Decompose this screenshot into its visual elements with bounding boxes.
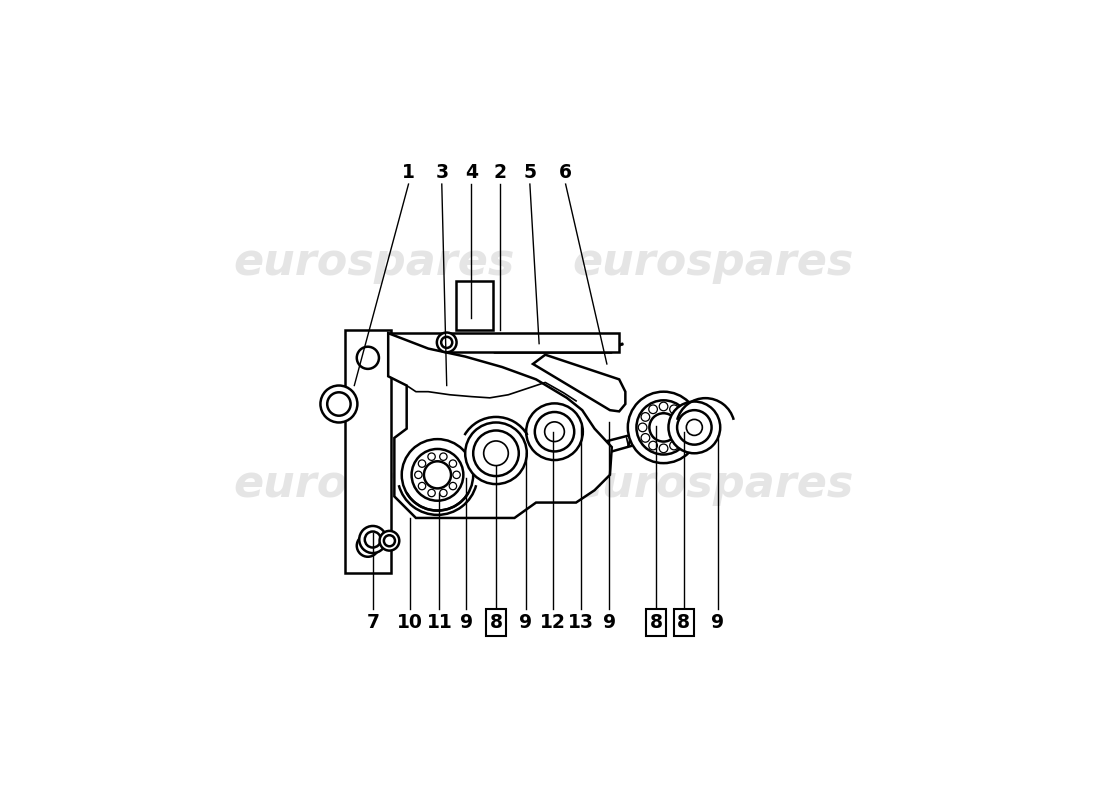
Text: 11: 11	[427, 613, 452, 632]
Circle shape	[441, 337, 452, 348]
Text: 9: 9	[460, 613, 473, 632]
Circle shape	[428, 490, 436, 497]
Circle shape	[428, 453, 436, 460]
Circle shape	[440, 490, 447, 497]
Text: 8: 8	[678, 613, 691, 632]
Circle shape	[628, 392, 700, 463]
Circle shape	[384, 535, 395, 546]
Text: 1: 1	[403, 163, 415, 182]
Text: 8: 8	[650, 613, 662, 632]
Text: eurospares: eurospares	[233, 462, 515, 506]
Circle shape	[638, 423, 647, 432]
Circle shape	[356, 534, 378, 557]
Circle shape	[526, 403, 583, 460]
Circle shape	[641, 413, 650, 422]
Circle shape	[649, 442, 658, 450]
Text: eurospares: eurospares	[233, 241, 515, 284]
Circle shape	[365, 531, 381, 547]
Text: eurospares: eurospares	[572, 241, 854, 284]
Text: 13: 13	[568, 613, 594, 632]
Circle shape	[449, 482, 456, 490]
Text: 12: 12	[540, 613, 565, 632]
Polygon shape	[345, 330, 392, 574]
Circle shape	[418, 460, 426, 467]
Text: eurospares: eurospares	[572, 462, 854, 506]
Circle shape	[440, 453, 447, 460]
Polygon shape	[388, 333, 619, 352]
Text: 7: 7	[366, 613, 379, 632]
Polygon shape	[388, 333, 612, 518]
Text: 5: 5	[524, 163, 537, 182]
Circle shape	[670, 405, 679, 414]
Text: 8: 8	[490, 613, 503, 632]
Circle shape	[437, 333, 456, 352]
Circle shape	[453, 471, 460, 478]
Circle shape	[411, 449, 463, 501]
Circle shape	[418, 482, 426, 490]
Circle shape	[402, 439, 473, 510]
Circle shape	[669, 402, 720, 454]
Circle shape	[327, 392, 351, 416]
Text: 9: 9	[603, 613, 616, 632]
Circle shape	[360, 526, 386, 553]
Circle shape	[678, 434, 686, 442]
Circle shape	[637, 400, 691, 454]
Text: 9: 9	[519, 613, 532, 632]
Circle shape	[379, 531, 399, 550]
Text: 6: 6	[559, 163, 572, 182]
Circle shape	[670, 442, 679, 450]
Polygon shape	[532, 354, 625, 411]
Bar	[455, 281, 493, 330]
Circle shape	[544, 422, 564, 442]
Circle shape	[484, 441, 508, 466]
Circle shape	[659, 402, 668, 410]
Circle shape	[678, 410, 712, 445]
Circle shape	[449, 460, 456, 467]
Circle shape	[678, 413, 686, 422]
Circle shape	[641, 434, 650, 442]
Circle shape	[649, 414, 678, 442]
Text: 3: 3	[436, 163, 449, 182]
Circle shape	[356, 346, 378, 369]
Text: 10: 10	[397, 613, 422, 632]
Circle shape	[686, 419, 703, 435]
Circle shape	[535, 412, 574, 451]
Circle shape	[649, 405, 658, 414]
Text: 4: 4	[465, 163, 477, 182]
Text: 2: 2	[494, 163, 507, 182]
Circle shape	[473, 430, 519, 476]
Circle shape	[320, 386, 358, 422]
Circle shape	[659, 444, 668, 453]
Circle shape	[680, 423, 689, 432]
Circle shape	[415, 471, 422, 478]
Circle shape	[465, 422, 527, 484]
Text: 9: 9	[712, 613, 724, 632]
Circle shape	[424, 462, 451, 488]
